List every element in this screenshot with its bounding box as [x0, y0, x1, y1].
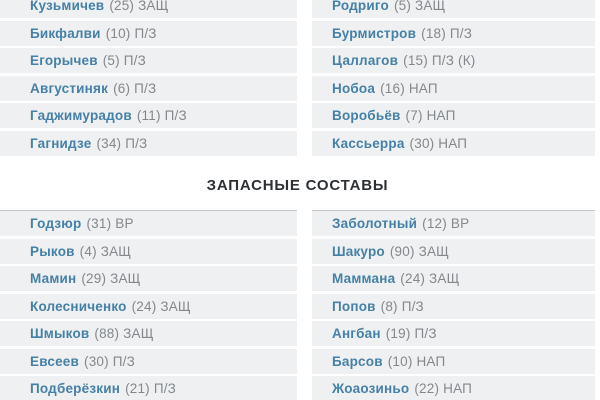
- player-name-link[interactable]: Ангбан: [332, 326, 381, 341]
- player-number-position: (6) П/З: [113, 80, 157, 96]
- player-number-position: (10) НАП: [387, 353, 446, 369]
- player-name-link[interactable]: Цаллагов: [332, 53, 399, 68]
- player-row[interactable]: Рыков (4) ЗАЩ: [0, 238, 297, 264]
- player-name-link[interactable]: Подберёзкин: [30, 381, 121, 396]
- player-number-position: (10) П/З: [105, 25, 157, 41]
- player-row[interactable]: Попов (8) П/З: [312, 293, 595, 319]
- player-name-link[interactable]: Воробьёв: [332, 108, 401, 123]
- player-row[interactable]: Жоаозиньо (22) НАП: [312, 376, 595, 400]
- player-name-link[interactable]: Августиняк: [30, 80, 109, 96]
- player-number-position: (31) ВР: [86, 216, 134, 231]
- player-number-position: (19) П/З: [385, 326, 437, 341]
- player-name-link[interactable]: Попов: [332, 298, 376, 314]
- player-row[interactable]: Гагнидзе (34) П/З: [0, 130, 297, 156]
- player-name-link[interactable]: Бикфалви: [30, 25, 101, 41]
- starting-lineups-section: Кузьмичев (25) ЗАЩ Бикфалви (10) П/З Его…: [0, 0, 600, 158]
- player-row[interactable]: Заболотный (12) ВР: [312, 211, 595, 236]
- player-row[interactable]: Колесниченко (24) ЗАЩ: [0, 293, 297, 319]
- player-row[interactable]: Нобоа (16) НАП: [312, 75, 595, 101]
- player-row[interactable]: Цаллагов (15) П/З (К): [312, 48, 595, 73]
- player-name-link[interactable]: Гаджимурадов: [30, 108, 132, 123]
- player-number-position: (18) П/З: [421, 25, 473, 41]
- player-row[interactable]: Мамин (29) ЗАЩ: [0, 266, 297, 291]
- home-team-starting-column: Кузьмичев (25) ЗАЩ Бикфалви (10) П/З Его…: [0, 0, 297, 158]
- player-row[interactable]: Кузьмичев (25) ЗАЩ: [0, 0, 297, 18]
- player-number-position: (21) П/З: [125, 381, 177, 396]
- player-name-link[interactable]: Рыков: [30, 243, 75, 259]
- player-name-link[interactable]: Заболотный: [332, 216, 418, 231]
- player-name-link[interactable]: Годзюр: [30, 216, 82, 231]
- player-number-position: (29) ЗАЩ: [81, 271, 141, 286]
- player-row[interactable]: Бикфалви (10) П/З: [0, 20, 297, 46]
- away-team-starting-column: Родриго (5) ЗАЩ Бурмистров (18) П/З Цалл…: [312, 0, 595, 158]
- player-name-link[interactable]: Кассьерра: [332, 135, 405, 151]
- substitutes-section: Годзюр (31) ВР Рыков (4) ЗАЩ Мамин (29) …: [0, 210, 600, 400]
- player-row[interactable]: Воробьёв (7) НАП: [312, 103, 595, 128]
- player-number-position: (8) П/З: [380, 298, 424, 314]
- player-name-link[interactable]: Гагнидзе: [30, 135, 92, 151]
- player-number-position: (34) П/З: [96, 135, 148, 151]
- player-name-link[interactable]: Родриго: [332, 0, 389, 13]
- player-name-link[interactable]: Бурмистров: [332, 25, 417, 41]
- player-name-link[interactable]: Егорычев: [30, 53, 98, 68]
- away-team-substitutes-column: Заболотный (12) ВР Шакуро (90) ЗАЩ Мамма…: [312, 210, 595, 400]
- home-team-substitutes-column: Годзюр (31) ВР Рыков (4) ЗАЩ Мамин (29) …: [0, 210, 297, 400]
- player-row[interactable]: Шмыков (88) ЗАЩ: [0, 321, 297, 346]
- player-row[interactable]: Кассьерра (30) НАП: [312, 130, 595, 156]
- player-number-position: (5) П/З: [102, 53, 146, 68]
- player-number-position: (5) ЗАЩ: [393, 0, 446, 13]
- player-row[interactable]: Ангбан (19) П/З: [312, 321, 595, 346]
- player-row[interactable]: Гаджимурадов (11) П/З: [0, 103, 297, 128]
- player-row[interactable]: Годзюр (31) ВР: [0, 211, 297, 236]
- player-number-position: (30) НАП: [409, 135, 468, 151]
- player-number-position: (30) П/З: [84, 353, 135, 369]
- player-row[interactable]: Бурмистров (18) П/З: [312, 20, 595, 46]
- player-number-position: (88) ЗАЩ: [94, 326, 154, 341]
- player-number-position: (24) ЗАЩ: [400, 271, 460, 286]
- player-row[interactable]: Родриго (5) ЗАЩ: [312, 0, 595, 18]
- player-row[interactable]: Барсов (10) НАП: [312, 348, 595, 374]
- substitutes-heading: ЗАПАСНЫЕ СОСТАВЫ: [206, 177, 389, 194]
- player-name-link[interactable]: Жоаозиньо: [332, 381, 410, 396]
- player-row[interactable]: Евсеев (30) П/З: [0, 348, 297, 374]
- player-number-position: (22) НАП: [414, 381, 473, 396]
- player-name-link[interactable]: Кузьмичев: [30, 0, 105, 13]
- player-name-link[interactable]: Евсеев: [30, 353, 79, 369]
- player-row[interactable]: Маммана (24) ЗАЩ: [312, 266, 595, 291]
- player-number-position: (16) НАП: [380, 80, 438, 96]
- player-number-position: (4) ЗАЩ: [79, 243, 132, 259]
- player-name-link[interactable]: Мамин: [30, 271, 77, 286]
- player-row[interactable]: Егорычев (5) П/З: [0, 48, 297, 73]
- player-name-link[interactable]: Барсов: [332, 353, 383, 369]
- player-name-link[interactable]: Маммана: [332, 271, 396, 286]
- player-row[interactable]: Подберёзкин (21) П/З: [0, 376, 297, 400]
- player-number-position: (90) ЗАЩ: [389, 243, 450, 259]
- player-number-position: (11) П/З: [136, 108, 187, 123]
- player-name-link[interactable]: Шакуро: [332, 243, 385, 259]
- player-number-position: (7) НАП: [405, 108, 456, 123]
- player-row[interactable]: Шакуро (90) ЗАЩ: [312, 238, 595, 264]
- player-number-position: (12) ВР: [422, 216, 470, 231]
- player-number-position: (24) ЗАЩ: [131, 298, 191, 314]
- player-name-link[interactable]: Колесниченко: [30, 298, 127, 314]
- player-number-position: (15) П/З (К): [403, 53, 476, 68]
- player-name-link[interactable]: Шмыков: [30, 326, 90, 341]
- player-number-position: (25) ЗАЩ: [109, 0, 169, 13]
- player-name-link[interactable]: Нобоа: [332, 80, 376, 96]
- player-row[interactable]: Августиняк (6) П/З: [0, 75, 297, 101]
